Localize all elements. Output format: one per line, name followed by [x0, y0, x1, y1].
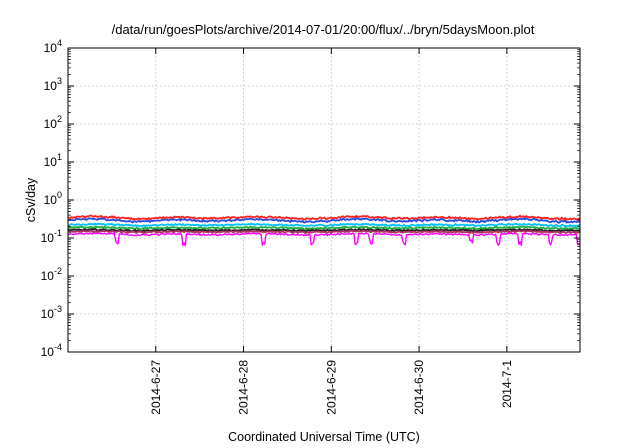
y-tick-label: 102: [44, 114, 62, 131]
series-line-2: [67, 217, 581, 224]
y-tick-label: 101: [44, 152, 62, 169]
y-tick-label: 10-2: [41, 266, 62, 283]
ticks: 104 103 102 101 100 10-1 10-2 10-3 10-4 2014-6-27…: [41, 38, 580, 415]
y-tick-label: 10-1: [41, 228, 62, 245]
x-tick-label: 2014-7-1: [500, 360, 514, 408]
x-tick-label: 2014-6-30: [412, 360, 426, 415]
y-tick-label: 104: [44, 38, 62, 55]
series-layer: [67, 214, 581, 247]
y-tick-label: 10-4: [41, 342, 62, 359]
y-tick-label: 10-3: [41, 304, 62, 321]
x-tick-label: 2014-6-29: [324, 360, 338, 415]
x-tick-label: 2014-6-28: [237, 360, 251, 415]
series-line-6: [67, 229, 581, 235]
grid: [68, 48, 580, 352]
series-line-5: [67, 228, 581, 233]
x-axis-label: Coordinated Universal Time (UTC): [228, 430, 420, 444]
series-line-7: [67, 232, 581, 247]
series-line-3: [67, 222, 581, 228]
series-line-4: [67, 225, 581, 231]
x-tick-label: 2014-6-27: [149, 360, 163, 415]
series-line-1: [67, 214, 581, 221]
y-tick-label: 100: [44, 190, 62, 207]
y-tick-label: 103: [44, 76, 62, 93]
chart-title: /data/run/goesPlots/archive/2014-07-01/2…: [112, 22, 535, 37]
y-axis-label: cSv/day: [24, 177, 38, 222]
